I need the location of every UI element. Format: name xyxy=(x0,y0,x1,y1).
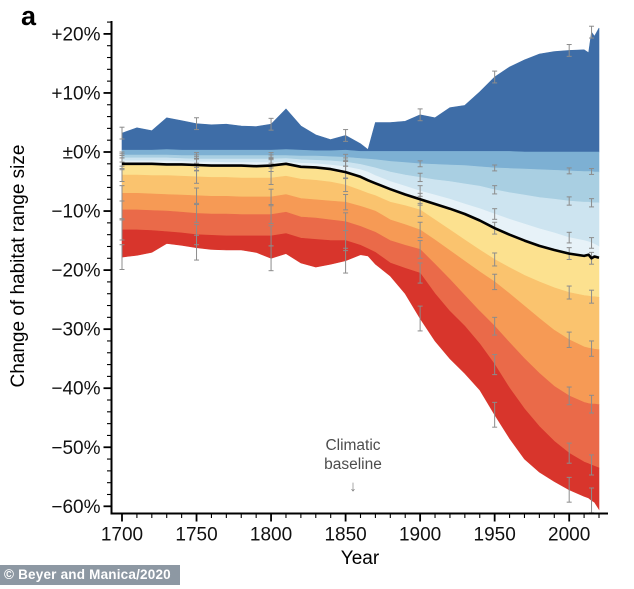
x-tick-label: 1800 xyxy=(250,525,292,546)
annotation-line2: baseline xyxy=(324,456,382,473)
y-tick-label: −60% xyxy=(51,497,100,518)
axis-spines xyxy=(110,21,608,515)
red-band xyxy=(121,229,600,511)
y-tick-label: ±0% xyxy=(63,143,101,164)
down-arrow-icon: ↓ xyxy=(349,478,357,495)
axes-group xyxy=(103,21,608,522)
y-tick-label: −10% xyxy=(51,202,100,223)
tick-labels-group: +20% +10% ±0% −10% −20% −30% −40% −50% −60%1700 1… xyxy=(51,24,590,545)
watermark: © Beyer and Manica/2020 xyxy=(0,565,180,585)
y-tick-label: −30% xyxy=(51,320,100,341)
x-axis-title: Year xyxy=(340,548,380,569)
x-tick-label: 2000 xyxy=(548,525,590,546)
annotation-line1: Climatic xyxy=(325,437,381,454)
blue-dark-band xyxy=(121,27,600,153)
y-axis-title: Change of habitat range size xyxy=(8,144,29,388)
x-tick-label: 1750 xyxy=(175,525,217,546)
y-tick-label: −40% xyxy=(51,379,100,400)
median-line xyxy=(122,162,600,260)
x-tick-label: 1850 xyxy=(324,525,366,546)
x-tick-label: 1700 xyxy=(101,525,143,546)
panel-label: a xyxy=(21,1,37,31)
x-tick-label: 1900 xyxy=(399,525,441,546)
y-tick-label: −50% xyxy=(51,438,100,459)
x-tick-label: 1950 xyxy=(474,525,516,546)
y-tick-label: −20% xyxy=(51,261,100,282)
climatic-baseline-annotation: Climatic baseline ↓ xyxy=(292,436,414,494)
y-tick-label: +10% xyxy=(51,83,100,104)
y-tick-label: +20% xyxy=(51,24,100,45)
